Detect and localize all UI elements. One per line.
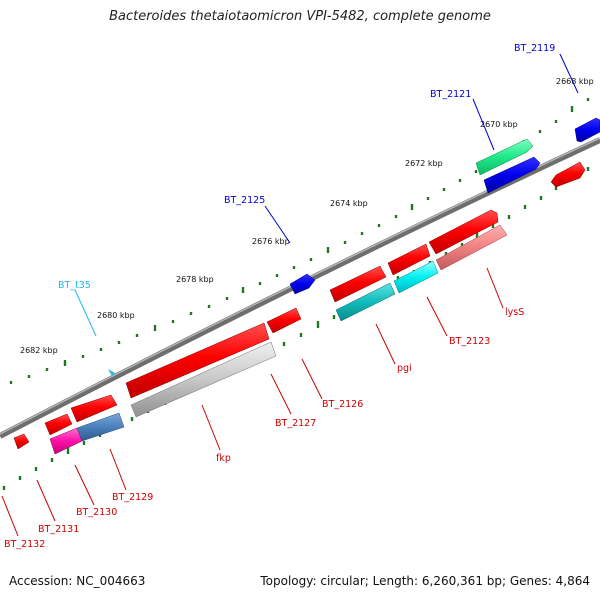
gene-arrow-bt2123[interactable]: [393, 260, 439, 294]
leader-bt2125: [264, 205, 291, 244]
scale-label-2674: 2674 kbp: [330, 199, 368, 208]
gene-arrow-red-c[interactable]: [329, 265, 387, 303]
leader-lysS: [486, 267, 504, 309]
gene-arrow-fkp[interactable]: [130, 341, 277, 418]
gene-arrow-red-a[interactable]: [428, 209, 499, 255]
gene-arrow-bt2131[interactable]: [44, 413, 73, 436]
leader-bt2132: [1, 495, 19, 537]
scale-label-2676: 2676 kbp: [252, 237, 290, 246]
leader-bt2123: [426, 296, 448, 337]
gene-label-bt2125[interactable]: BT_2125: [224, 195, 265, 206]
gene-label-bt-t35[interactable]: BT_t35: [58, 280, 91, 291]
leader-bt2119: [559, 53, 579, 94]
reverse-strand-genes: [13, 156, 586, 455]
gene-arrow-bt2122[interactable]: [483, 156, 541, 194]
gene-arrow-lysS[interactable]: [435, 224, 508, 271]
scale-label-2672: 2672 kbp: [405, 159, 443, 168]
leader-bt2129: [109, 448, 127, 491]
gene-arrow-bt2119[interactable]: [574, 117, 600, 143]
gene-label-bt2127[interactable]: BT_2127: [275, 418, 316, 429]
leader-bt-t35: [74, 289, 97, 337]
gene-labels: BT_2119 BT_2121 BT_2125 BT_t35 lysS BT_2…: [4, 43, 555, 550]
leader-bt2131: [36, 479, 56, 522]
scale-label-2678: 2678 kbp: [176, 275, 214, 284]
gene-arrow-bt2121[interactable]: [475, 138, 534, 176]
gene-arrow-bt2125[interactable]: [289, 273, 316, 295]
gene-arrow-bt2120[interactable]: [550, 161, 586, 188]
leader-bt2121: [472, 98, 495, 151]
inner-tick-ring: [2, 167, 590, 490]
gene-label-bt2132[interactable]: BT_2132: [4, 539, 45, 550]
leader-pgi: [375, 323, 396, 365]
scale-label-2682: 2682 kbp: [20, 346, 58, 355]
gene-label-pgi[interactable]: pgi: [397, 363, 412, 374]
leader-fkp: [201, 404, 221, 451]
gene-arrow-bt2127[interactable]: [125, 322, 270, 399]
gene-label-bt2131[interactable]: BT_2131: [38, 524, 79, 535]
scale-label-2670: 2670 kbp: [480, 120, 518, 129]
gene-arrow-bt-t35[interactable]: [108, 369, 115, 376]
forward-strand-genes: [108, 117, 600, 376]
scale-label-2680: 2680 kbp: [97, 311, 135, 320]
gene-label-fkp[interactable]: fkp: [216, 453, 231, 464]
gene-label-lysS[interactable]: lysS: [505, 307, 524, 318]
gene-arrow-bt2128[interactable]: [76, 412, 125, 442]
gene-arrow-pgi[interactable]: [335, 282, 396, 322]
gene-label-bt2129[interactable]: BT_2129: [112, 492, 153, 503]
outer-tick-ring: [9, 98, 590, 384]
leader-bt2126: [301, 358, 323, 400]
gene-arrow-bt2132[interactable]: [13, 433, 30, 450]
gene-label-bt2121[interactable]: BT_2121: [430, 89, 471, 100]
gene-arrow-bt2126[interactable]: [266, 307, 302, 334]
scale-label-2668: 2668 kbp: [556, 77, 594, 86]
gene-arrow-bt2129[interactable]: [70, 394, 118, 423]
leader-bt2127: [270, 373, 292, 415]
gene-label-bt2130[interactable]: BT_2130: [76, 507, 117, 518]
gene-label-bt2126[interactable]: BT_2126: [322, 399, 363, 410]
accession-label: Accession: NC_004663: [9, 574, 146, 588]
gene-arrow-red-b[interactable]: [387, 243, 431, 276]
map-title: Bacteroides thetaiotaomicron VPI-5482, c…: [109, 9, 491, 24]
genome-stats-label: Topology: circular; Length: 6,260,361 bp…: [260, 574, 590, 588]
gene-label-bt2119[interactable]: BT_2119: [514, 43, 555, 54]
label-leaders: [1, 53, 579, 537]
gene-label-bt2123[interactable]: BT_2123: [449, 336, 490, 347]
leader-bt2130: [74, 464, 95, 506]
